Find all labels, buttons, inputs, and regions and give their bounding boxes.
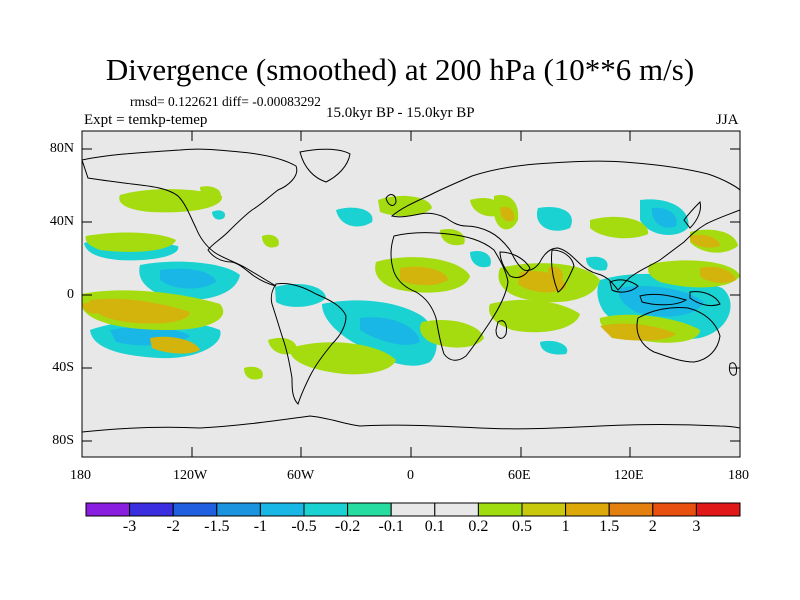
y-tick-label: 80S [52, 433, 74, 448]
colorbar-swatch [652, 502, 697, 517]
season-text: JJA [716, 112, 739, 128]
colorbar-swatch [85, 502, 131, 517]
colorbar-swatch [347, 502, 392, 517]
colorbar-label: -0.5 [291, 518, 317, 535]
colorbar-swatch [172, 502, 218, 517]
colorbar-swatch [259, 502, 305, 517]
colorbar-label: 0.2 [468, 518, 489, 535]
colorbar-swatch [129, 502, 174, 517]
x-tick-label: 180 [728, 468, 749, 483]
colorbar-swatch [390, 502, 436, 517]
colorbar-label: -1 [253, 518, 268, 535]
colorbar-label: 2 [648, 518, 657, 535]
x-tick-label: 120W [173, 468, 208, 483]
colorbar-swatch [565, 502, 610, 517]
y-tick-label: 0 [67, 287, 74, 302]
colorbar-label: 0.1 [424, 518, 445, 535]
colorbar [85, 502, 741, 517]
plot-title: Divergence (smoothed) at 200 hPa (10**6 … [105, 52, 695, 87]
experiment-text: Expt = temkp-temep [84, 112, 208, 128]
x-tick-label: 120E [614, 468, 644, 483]
colorbar-label: 3 [692, 518, 701, 535]
colorbar-label: 1.5 [599, 518, 620, 535]
colorbar-swatch [434, 502, 479, 517]
y-tick-label: 40N [49, 214, 74, 229]
axis-ticks [81, 131, 741, 457]
colorbar-swatch [216, 502, 261, 517]
period-text: 15.0kyr BP - 15.0kyr BP [326, 105, 475, 121]
colorbar-swatch [303, 502, 349, 517]
colorbar-label: -3 [122, 518, 137, 535]
colorbar-swatch [521, 502, 567, 517]
colorbar-label: -2 [166, 518, 180, 535]
colorbar-swatch [477, 502, 523, 517]
coastlines [82, 148, 740, 433]
y-tick-label: 80N [49, 141, 74, 156]
x-tick-label: 180 [70, 468, 91, 483]
colorbar-label: -0.1 [378, 518, 404, 535]
colorbar-swatch [608, 502, 654, 517]
x-tick-label: 60W [287, 468, 315, 483]
colorbar-swatch [695, 502, 741, 517]
x-tick-label: 0 [407, 468, 414, 483]
colorbar-label: 0.5 [512, 518, 532, 535]
colorbar-label: -1.5 [204, 518, 230, 535]
colorbar-label: 1 [561, 518, 570, 535]
x-tick-label: 60E [508, 468, 531, 483]
stats-text: rmsd= 0.122621 diff= -0.00083292 [130, 94, 321, 109]
y-tick-label: 40S [52, 360, 74, 375]
colorbar-label: -0.2 [334, 518, 361, 535]
